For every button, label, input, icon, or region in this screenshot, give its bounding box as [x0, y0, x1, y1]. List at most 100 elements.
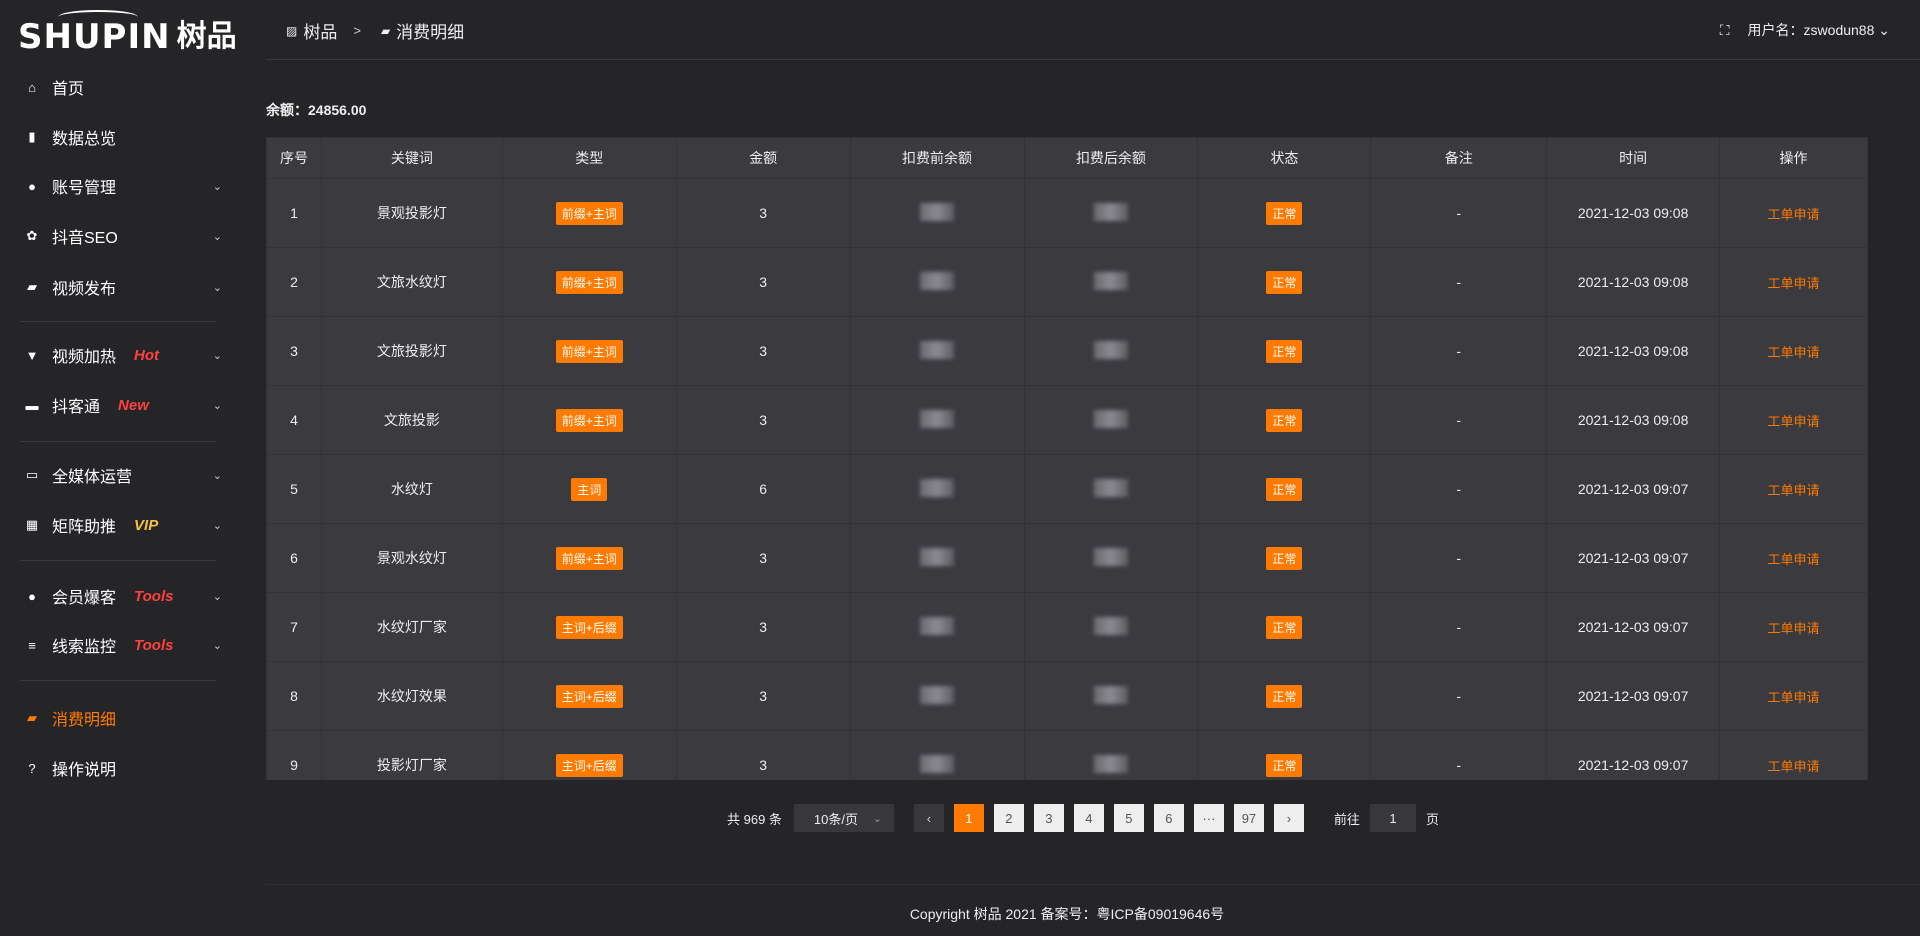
column-header: 金额: [675, 137, 851, 179]
sidebar-item-10[interactable]: ● 会员爆客 Tools ⌄: [0, 578, 230, 614]
consumption-table: 序号 关键词 类型 金额 扣费前余额 扣费后余额 状态 备注 时间 操作 1 景观投影灯 前缀+主…: [266, 137, 1868, 780]
next-page-button[interactable]: ›: [1273, 804, 1304, 832]
column-header: 序号: [266, 137, 322, 179]
sidebar-item-3[interactable]: ● 账号管理 ⌄: [0, 168, 230, 204]
ticket-request-link[interactable]: 工单申请: [1767, 413, 1820, 429]
sidebar-item-11[interactable]: ≡ 线索监控 Tools ⌄: [0, 627, 230, 663]
column-header: 类型: [501, 137, 677, 179]
prev-page-button[interactable]: ‹: [913, 804, 944, 832]
billboard-icon: ▼: [25, 347, 39, 363]
user-icon: ●: [28, 178, 36, 194]
sidebar-item-5[interactable]: ▰ 视频发布 ⌄: [0, 269, 230, 305]
sidebar-item-6[interactable]: ▼ 视频加热 Hot ⌄: [0, 337, 230, 373]
type-badge: 前缀+主词: [555, 408, 623, 432]
grid-icon: ▦: [25, 517, 39, 532]
balance: 余额：24856.00: [266, 102, 367, 118]
sidebar-item-4[interactable]: ✿ 抖音SEO ⌄: [0, 218, 230, 254]
type-badge: 前缀+主词: [555, 339, 623, 363]
bar-chart-icon: ▮: [28, 129, 36, 144]
ticket-request-link[interactable]: 工单申请: [1767, 620, 1820, 636]
chevron-down-icon: ⌄: [212, 399, 222, 412]
user-icon: ●: [28, 588, 36, 604]
sidebar-item-13[interactable]: ? 操作说明: [0, 750, 230, 786]
chart-icon: ▨: [286, 23, 298, 38]
redacted-value: [1093, 271, 1128, 290]
chevron-down-icon: ⌄: [212, 180, 222, 193]
redacted-value: [1093, 478, 1128, 497]
sidebar-item-7[interactable]: ▬ 抖客通 New ⌄: [0, 387, 230, 423]
logo[interactable]: SHUPIN 树品: [18, 10, 237, 54]
table-row: 8 水纹灯效果 主词+后缀 3 正常 - 2021-12-03 09:07 工单…: [266, 661, 1868, 731]
status-badge: 正常: [1266, 615, 1303, 639]
ticket-request-link[interactable]: 工单申请: [1767, 275, 1820, 291]
page-button[interactable]: 3: [1033, 804, 1064, 832]
divider: [20, 321, 216, 322]
page-button[interactable]: ···: [1193, 804, 1224, 832]
ticket-request-link[interactable]: 工单申请: [1767, 482, 1820, 498]
question-icon: ?: [28, 760, 36, 776]
divider: [20, 441, 216, 442]
sidebar-tag: New: [118, 396, 149, 414]
sidebar-item-8[interactable]: ▭ 全媒体运营 ⌄: [0, 457, 230, 493]
ticket-request-link[interactable]: 工单申请: [1767, 206, 1820, 222]
camera-icon: ▰: [27, 279, 37, 294]
page-button[interactable]: 1: [953, 804, 984, 832]
table-row: 5 水纹灯 主词 6 正常 - 2021-12-03 09:07 工单申请: [266, 454, 1868, 524]
sidebar-item-label: 线索监控: [52, 639, 117, 656]
sidebar-tag: VIP: [134, 516, 159, 534]
sidebar-item-label: 抖客通: [52, 399, 101, 416]
page-size-select[interactable]: 10条/页 ⌄: [793, 804, 894, 832]
total-count: 共 969 条: [727, 811, 782, 827]
page-button[interactable]: 5: [1113, 804, 1144, 832]
chevron-down-icon: ⌄: [212, 281, 222, 294]
type-badge: 主词: [571, 477, 608, 501]
goto-page-input[interactable]: 1: [1369, 804, 1416, 832]
column-header: 关键词: [320, 137, 503, 179]
status-badge: 正常: [1266, 408, 1303, 432]
redacted-value: [920, 685, 955, 704]
status-badge: 正常: [1266, 201, 1303, 225]
redacted-value: [920, 409, 955, 428]
sidebar-item-label: 视频发布: [52, 281, 117, 298]
page-button[interactable]: 6: [1153, 804, 1184, 832]
type-badge: 前缀+主词: [555, 270, 623, 294]
column-header: 状态: [1197, 137, 1372, 179]
ticket-request-link[interactable]: 工单申请: [1767, 758, 1820, 774]
sidebar-item-12[interactable]: ▰ 消费明细: [0, 700, 230, 736]
redacted-value: [1093, 340, 1128, 359]
fullscreen-icon[interactable]: ⛶: [1719, 21, 1730, 38]
redacted-value: [920, 202, 955, 221]
redacted-value: [1093, 754, 1128, 773]
sidebar-item-label: 消费明细: [52, 712, 117, 729]
ticket-request-link[interactable]: 工单申请: [1767, 551, 1820, 567]
page-button[interactable]: 2: [993, 804, 1024, 832]
wallet-icon: ▰: [380, 23, 391, 38]
ticket-request-link[interactable]: 工单申请: [1767, 689, 1820, 705]
sliders-icon: ≡: [28, 637, 36, 653]
sidebar-item-2[interactable]: ▮ 数据总览: [0, 119, 230, 155]
chevron-down-icon: ⌄: [1878, 22, 1890, 38]
breadcrumb-home[interactable]: 树品: [303, 23, 338, 42]
table-row: 2 文旅水纹灯 前缀+主词 3 正常 - 2021-12-03 09:08 工单…: [266, 247, 1868, 317]
sidebar: SHUPIN 树品 ⌂ 首页 ▮ 数据总览 ● 账号管理 ⌄ ✿ 抖音SEO ⌄ ▰ 视频发布 ⌄ ▼ 视频…: [0, 0, 260, 936]
column-header: 备注: [1370, 137, 1548, 179]
status-badge: 正常: [1266, 753, 1303, 777]
page-button[interactable]: 97: [1233, 804, 1264, 832]
table-row: 7 水纹灯厂家 主词+后缀 3 正常 - 2021-12-03 09:07 工单…: [266, 592, 1868, 662]
user-menu[interactable]: 用户名：zswodun88 ⌄: [1747, 22, 1890, 38]
sidebar-item-label: 会员爆客: [52, 590, 117, 607]
ticket-request-link[interactable]: 工单申请: [1767, 344, 1820, 360]
sidebar-item-label: 账号管理: [52, 180, 117, 197]
sidebar-item-9[interactable]: ▦ 矩阵助推 VIP ⌄: [0, 507, 230, 543]
header: ▨ 树品 > ▰ 消费明细 ⛶ 用户名：zswodun88 ⌄: [266, 0, 1920, 60]
column-header: 时间: [1546, 137, 1721, 179]
page-button[interactable]: 4: [1073, 804, 1104, 832]
divider: [20, 560, 216, 561]
table-row: 4 文旅投影 前缀+主词 3 正常 - 2021-12-03 09:08 工单申…: [266, 385, 1868, 455]
divider: [20, 680, 216, 681]
status-badge: 正常: [1266, 270, 1303, 294]
sidebar-item-1[interactable]: ⌂ 首页: [0, 69, 230, 105]
sidebar-item-label: 视频加热: [52, 349, 117, 366]
column-header: 扣费前余额: [849, 137, 1025, 179]
table-row: 9 投影灯厂家 主词+后缀 3 正常 - 2021-12-03 09:07 工单…: [266, 730, 1868, 780]
